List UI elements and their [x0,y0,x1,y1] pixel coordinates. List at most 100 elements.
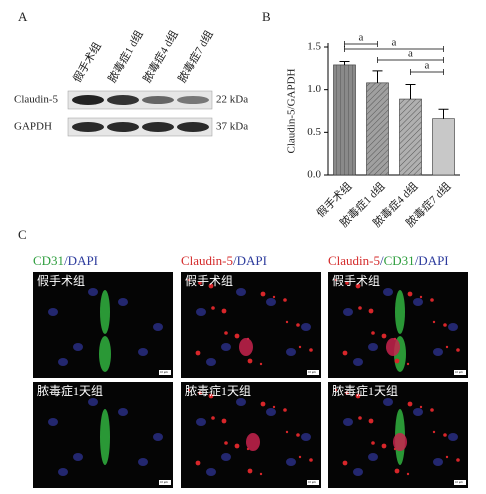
red-dot [368,418,374,424]
bar [432,118,455,176]
blot-strip [67,117,213,137]
red-dot [296,433,300,437]
vessel [100,290,110,334]
nucleus [221,453,231,461]
red-dot [198,391,202,395]
header-part: Claudin-5 [181,253,233,268]
red-dot [211,306,215,310]
red-dot [432,430,436,434]
red-dot [334,388,338,392]
red-dot [371,331,375,335]
sig-label: a [359,32,364,44]
sig-bracket [344,46,444,52]
error-bar [438,108,449,119]
nucleus [368,343,378,351]
red-dot [260,401,266,407]
blot-band [142,122,174,132]
lane-label: 脓毒症7 d组 [175,28,216,85]
nucleus [368,453,378,461]
red-dot [247,358,253,364]
sig-label: a [408,48,413,60]
nucleus [448,323,458,331]
red-dot [211,416,215,420]
scale-box [454,480,466,485]
red-dot [371,441,375,445]
red-dot [358,416,362,420]
bar [333,64,356,176]
error-bar [372,70,383,83]
red-dot [224,331,228,335]
red-dot [443,433,447,437]
red-dot [298,345,302,349]
red-cell [386,338,400,356]
red-dot [345,391,349,395]
red-dot [342,460,348,466]
blot-band [72,122,104,132]
red-dot [260,291,266,297]
red-dot [283,298,287,302]
scale-bar-label: 10 μm [160,480,168,484]
red-dot [432,320,436,324]
row-label: 假手术组 [332,274,380,288]
nucleus [153,433,163,441]
blot-band [107,95,139,105]
red-dot [221,308,227,314]
header-part: / [380,253,384,268]
nucleus [286,348,296,356]
band-name: GAPDH [14,121,52,133]
red-dot [283,408,287,412]
nucleus [88,398,98,406]
blot-strip [67,90,213,110]
red-dot [355,283,361,289]
red-dot [187,388,191,392]
nucleus [383,288,393,296]
nucleus [353,358,363,366]
nucleus [413,408,423,416]
vessel [100,409,110,465]
scale-box [307,370,319,375]
scale-box [454,370,466,375]
nucleus [301,433,311,441]
nucleus [118,408,128,416]
red-dot [394,358,400,364]
lane-label: 脓毒症4 d组 [140,28,181,85]
nucleus [343,308,353,316]
nucleus [221,343,231,351]
nucleus [236,288,246,296]
sig-label: a [392,37,397,49]
red-dot [345,281,349,285]
red-dot [342,350,348,356]
y-tick-label: 0.5 [307,126,321,138]
y-tick-label: 0.0 [307,169,321,181]
nucleus [413,298,423,306]
header-part: CD31 [384,253,415,268]
y-axis-label: Claudin-5/GAPDH [286,68,298,153]
nucleus [266,408,276,416]
nucleus [196,418,206,426]
red-dot [208,393,214,399]
red-dot [208,283,214,289]
red-dot [456,348,460,352]
column-header: CD31/DAPI [33,253,98,268]
red-dot [368,308,374,314]
nucleus [301,323,311,331]
scale-bar-label: 10 μm [308,480,316,484]
red-cell [393,433,407,451]
nucleus [58,358,68,366]
header-part: Claudin-5 [328,253,380,268]
bar [366,82,389,176]
red-dot [445,345,449,349]
lane-label: 脓毒症1 d组 [105,28,146,85]
header-part: /DAPI [64,253,98,268]
panel-label: B [262,9,271,24]
nucleus [266,298,276,306]
scale-bar-label: 10 μm [455,480,463,484]
nucleus [48,418,58,426]
nucleus [448,433,458,441]
row-label: 脓毒症1天组 [37,383,103,398]
nucleus [48,308,58,316]
red-dot [355,393,361,399]
red-dot [381,443,387,449]
red-dot [445,455,449,459]
